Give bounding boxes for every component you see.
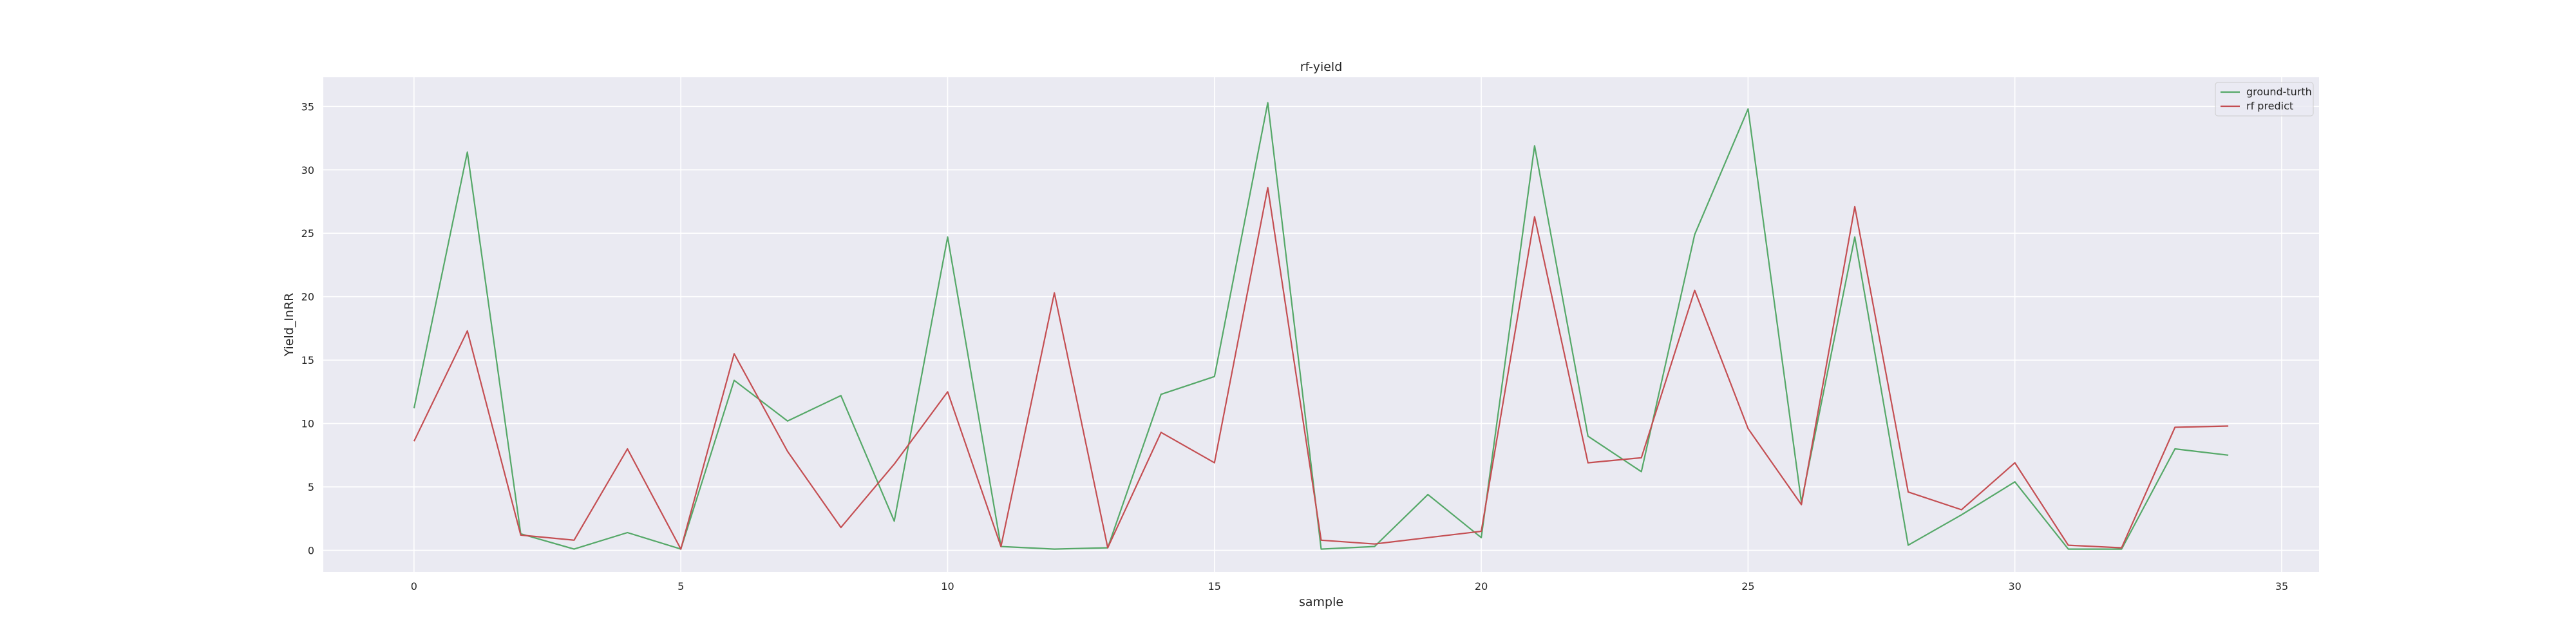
legend-label: rf predict (2246, 100, 2293, 112)
y-tick-label: 30 (301, 164, 314, 176)
legend-label: ground-turth (2246, 86, 2312, 98)
legend-box (2215, 82, 2314, 117)
x-axis-label: sample (1299, 595, 1343, 609)
x-tick-label: 25 (1741, 580, 1754, 592)
plot-area (323, 77, 2319, 572)
y-tick-labels: 0 5 10 15 20 25 30 35 (301, 100, 314, 556)
x-tick-label: 20 (1475, 580, 1488, 592)
y-tick-label: 35 (301, 100, 314, 113)
y-tick-label: 5 (308, 481, 314, 493)
legend: ground-turth rf predict (2215, 82, 2314, 117)
y-tick-label: 15 (301, 354, 314, 366)
chart-title: rf-yield (1300, 60, 1343, 74)
series-line-1 (413, 187, 2229, 550)
y-tick-label: 20 (301, 291, 314, 303)
x-tick-label: 15 (1208, 580, 1221, 592)
y-tick-label: 25 (301, 227, 314, 240)
x-tick-labels: 0 5 10 15 20 25 30 35 (411, 580, 2288, 592)
series-line-0 (413, 102, 2229, 550)
series-lines (413, 102, 2229, 550)
x-tick-label: 5 (677, 580, 684, 592)
y-tick-label: 0 (308, 545, 314, 557)
x-tick-label: 30 (2009, 580, 2022, 592)
x-tick-label: 35 (2275, 580, 2288, 592)
x-tick-label: 0 (411, 580, 417, 592)
y-axis-label: Yield_InRR (282, 293, 296, 357)
x-tick-label: 10 (941, 580, 954, 592)
y-tick-label: 10 (301, 418, 314, 430)
